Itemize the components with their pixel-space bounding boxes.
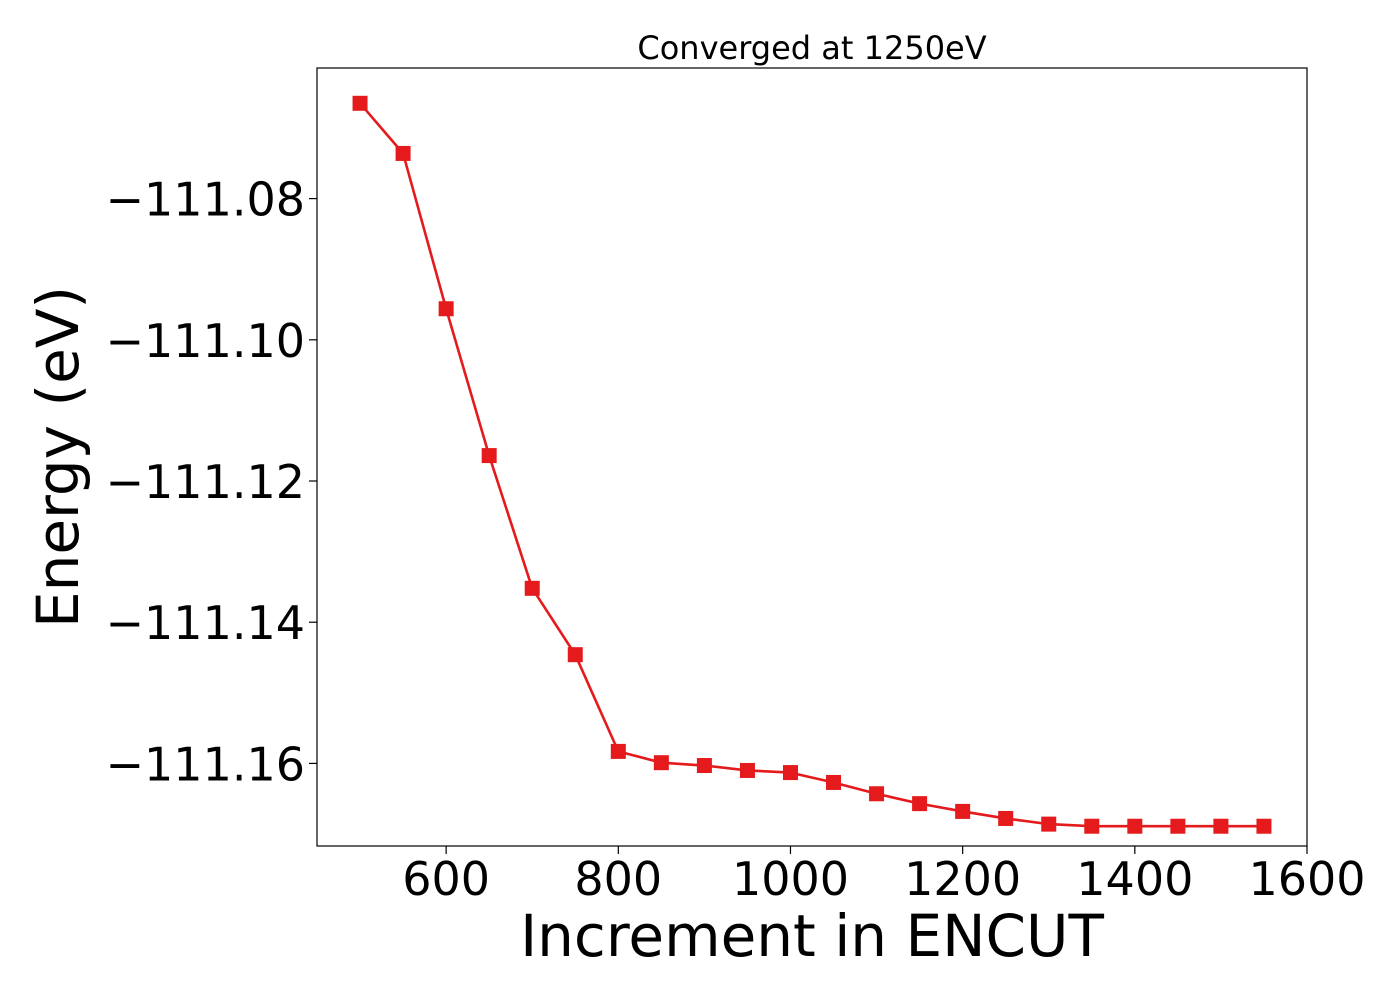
y-tick-label: −111.12 <box>106 455 306 509</box>
data-point <box>567 647 583 663</box>
data-point <box>696 758 712 774</box>
y-tick-label: −111.14 <box>106 596 306 650</box>
x-tick-label: 1600 <box>1248 852 1365 906</box>
data-point <box>1170 818 1186 834</box>
data-point <box>782 765 798 781</box>
data-point <box>869 786 885 802</box>
series-line <box>359 102 1264 828</box>
data-point <box>352 95 368 111</box>
y-tick-label: −111.10 <box>106 314 306 368</box>
y-axis-label: Energy (eV) <box>24 286 92 628</box>
x-tick-label: 1400 <box>1076 852 1193 906</box>
chart-title: Converged at 1250eV <box>637 29 986 67</box>
data-point <box>826 774 842 790</box>
plot-area <box>316 67 1308 847</box>
series-layer <box>352 95 1272 834</box>
data-point <box>395 145 411 161</box>
plot-frame <box>316 67 1308 847</box>
data-point <box>653 755 669 771</box>
data-point <box>610 743 626 759</box>
data-point <box>481 448 497 464</box>
y-axis: −111.08 −111.10 −111.12 −111.14 −111.16 <box>106 173 317 791</box>
y-tick-label: −111.08 <box>106 173 306 227</box>
x-tick-label: 800 <box>574 852 662 906</box>
data-point <box>998 810 1014 826</box>
data-point <box>955 803 971 819</box>
data-point <box>739 762 755 778</box>
data-point <box>912 796 928 812</box>
data-point <box>1213 818 1229 834</box>
data-point <box>438 301 454 317</box>
x-axis: 600 800 1000 1200 1400 1600 <box>402 846 1366 906</box>
data-point <box>524 580 540 596</box>
data-point <box>1127 818 1143 834</box>
data-point <box>1256 818 1272 834</box>
x-tick-label: 600 <box>402 852 490 906</box>
y-tick-label: −111.16 <box>106 737 306 791</box>
x-tick-label: 1200 <box>904 852 1021 906</box>
x-tick-label: 1000 <box>732 852 849 906</box>
data-point <box>1041 816 1057 832</box>
data-point <box>1084 818 1100 834</box>
x-axis-label: Increment in ENCUT <box>520 902 1104 970</box>
